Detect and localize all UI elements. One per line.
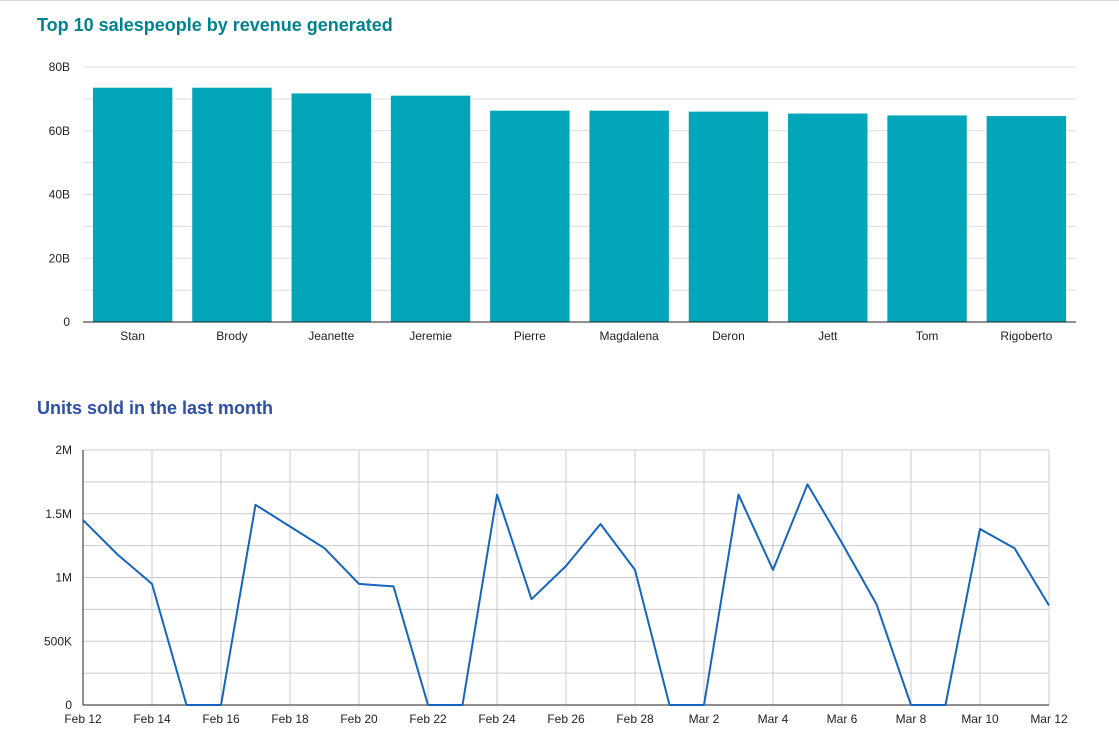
bar-x-tick-label: Deron bbox=[712, 329, 745, 343]
bar-x-tick-label: Brody bbox=[216, 329, 247, 343]
line-x-tick-label: Mar 12 bbox=[1030, 712, 1068, 726]
bar-y-tick-label: 40B bbox=[49, 188, 70, 202]
bar-x-tick-label: Jeanette bbox=[308, 329, 354, 343]
line-y-tick-label: 0 bbox=[65, 698, 72, 712]
line-x-tick-label: Feb 28 bbox=[616, 712, 654, 726]
line-x-tick-label: Mar 6 bbox=[827, 712, 858, 726]
bar-x-tick-label: Tom bbox=[916, 329, 939, 343]
line-x-tick-label: Mar 2 bbox=[689, 712, 720, 726]
bar-x-tick-label: Stan bbox=[120, 329, 145, 343]
bar-y-tick-label: 20B bbox=[49, 251, 70, 265]
line-x-tick-label: Feb 26 bbox=[547, 712, 585, 726]
line-x-tick-label: Mar 4 bbox=[758, 712, 789, 726]
revenue-bar bbox=[589, 110, 669, 322]
revenue-bar bbox=[887, 115, 967, 322]
line-x-tick-label: Feb 14 bbox=[133, 712, 171, 726]
line-x-tick-label: Mar 8 bbox=[896, 712, 927, 726]
revenue-bar bbox=[788, 113, 868, 322]
revenue-bar bbox=[291, 93, 371, 322]
line-x-tick-label: Feb 12 bbox=[64, 712, 102, 726]
line-y-tick-label: 1.5M bbox=[45, 507, 72, 521]
bar-chart-title: Top 10 salespeople by revenue generated bbox=[37, 15, 393, 35]
line-x-tick-label: Feb 20 bbox=[340, 712, 378, 726]
bar-y-tick-label: 0 bbox=[63, 315, 70, 329]
bar-y-tick-label: 80B bbox=[49, 60, 70, 74]
units-series-line bbox=[82, 483, 1050, 706]
line-y-tick-label: 500K bbox=[44, 634, 72, 648]
bar-x-tick-label: Jett bbox=[818, 329, 838, 343]
bar-x-tick-label: Jeremie bbox=[409, 329, 452, 343]
line-y-tick-label: 2M bbox=[55, 443, 72, 457]
line-x-tick-label: Feb 22 bbox=[409, 712, 447, 726]
bar-x-tick-label: Magdalena bbox=[599, 329, 659, 343]
revenue-bar bbox=[688, 111, 769, 322]
top-divider bbox=[0, 0, 1119, 1]
revenue-bar bbox=[92, 87, 173, 322]
revenue-bar-chart: 0 20B 40B 60B 80B Stan Brody Jeanette Jeremie Pi… bbox=[49, 60, 1076, 343]
line-x-tick-label: Feb 18 bbox=[271, 712, 309, 726]
bar-x-tick-label: Rigoberto bbox=[1000, 329, 1052, 343]
line-x-tick-label: Feb 24 bbox=[478, 712, 516, 726]
bar-y-tick-label: 60B bbox=[49, 124, 70, 138]
line-x-tick-label: Mar 10 bbox=[961, 712, 999, 726]
bar-x-tick-label: Pierre bbox=[514, 329, 546, 343]
line-x-tick-label: Feb 16 bbox=[202, 712, 240, 726]
revenue-bar bbox=[490, 110, 570, 322]
revenue-bar bbox=[390, 95, 471, 322]
line-chart-title: Units sold in the last month bbox=[37, 398, 274, 418]
revenue-bar bbox=[986, 116, 1067, 323]
line-y-tick-label: 1M bbox=[55, 571, 72, 585]
revenue-bar bbox=[192, 87, 272, 322]
